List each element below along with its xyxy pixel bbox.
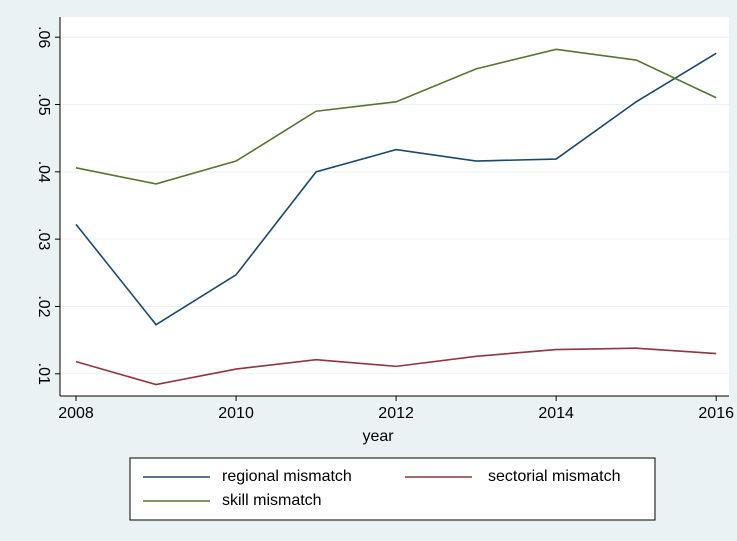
series-line: [75, 48, 717, 185]
x-tick-label: 2008: [58, 405, 94, 422]
y-tick-label: .06: [35, 26, 52, 48]
x-tick-label: 2012: [378, 405, 414, 422]
y-tick-label: .01: [35, 363, 52, 385]
y-tick-label: .04: [35, 161, 52, 183]
series-line: [75, 347, 717, 386]
x-axis-label: year: [362, 428, 394, 445]
legend-label: regional mismatch: [222, 468, 352, 485]
plot-area: [60, 17, 729, 396]
legend-box: [129, 457, 656, 521]
legend-label: skill mismatch: [222, 492, 322, 509]
legend-label: sectorial mismatch: [488, 468, 620, 485]
y-tick-label: .05: [35, 93, 52, 115]
x-tick-label: 2014: [538, 405, 574, 422]
y-tick-label: .02: [35, 295, 52, 317]
series-line: [75, 52, 717, 326]
y-tick-label: .03: [35, 228, 52, 250]
x-tick-label: 2016: [698, 405, 734, 422]
x-tick-label: 2010: [218, 405, 254, 422]
